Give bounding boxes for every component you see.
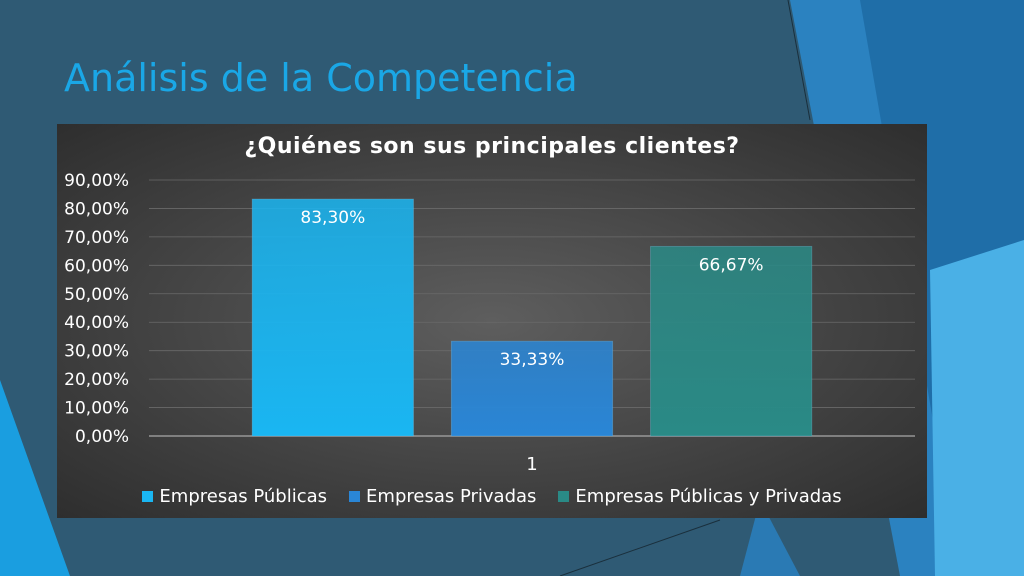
y-tick-label: 0,00%: [75, 427, 129, 447]
bars: [251, 198, 813, 437]
y-tick-label: 60,00%: [64, 256, 129, 276]
bar-value-label: 33,33%: [500, 350, 565, 370]
deco-shape-left: [0, 380, 70, 576]
x-axis-ticks: 1: [526, 454, 537, 475]
y-tick-label: 90,00%: [64, 171, 129, 191]
legend-item: Empresas Privadas: [349, 486, 536, 507]
bar-value-label: 66,67%: [699, 255, 764, 275]
legend-label: Empresas Privadas: [366, 486, 537, 507]
y-axis-ticks: 0,00% 10,00% 20,00% 30,00% 40,00% 50,00% 60,00…: [64, 171, 129, 447]
y-tick-label: 80,00%: [64, 199, 129, 219]
legend-label: Empresas Públicas y Privadas: [575, 486, 842, 507]
bar-1: [251, 198, 414, 437]
chart-container: ¿Quiénes son sus principales clientes? 0…: [57, 124, 927, 518]
y-tick-label: 30,00%: [64, 342, 129, 362]
bar-2: [450, 340, 614, 437]
legend-swatch: [142, 491, 154, 502]
y-tick-label: 40,00%: [64, 313, 129, 333]
y-tick-label: 50,00%: [64, 285, 129, 305]
deco-shape-bottom: [740, 500, 800, 576]
deco-line-top: [787, 0, 811, 121]
data-labels: 83,30% 33,33% 66,67%: [300, 208, 763, 370]
chart-title: ¿Quiénes son sus principales clientes?: [244, 134, 740, 159]
legend-swatch: [558, 491, 570, 502]
y-tick-label: 70,00%: [64, 228, 129, 248]
bar-chart: 0,00% 10,00% 20,00% 30,00% 40,00% 50,00% 60,00…: [64, 171, 915, 475]
deco-line-bottom: [559, 519, 721, 576]
legend-item: Empresas Públicas y Privadas: [558, 486, 842, 507]
slide-title: Análisis de la Competencia: [64, 56, 578, 100]
legend: Empresas Públicas Empresas Privadas Empres…: [57, 486, 927, 507]
legend-item: Empresas Públicas: [142, 486, 327, 507]
y-tick-label: 10,00%: [64, 399, 129, 419]
bar-value-label: 83,30%: [300, 208, 365, 228]
y-tick-label: 20,00%: [64, 370, 129, 390]
legend-swatch: [349, 491, 361, 502]
x-tick-label: 1: [526, 454, 537, 475]
legend-label: Empresas Públicas: [159, 486, 328, 507]
deco-shape-light: [930, 240, 1024, 576]
bar-3: [650, 245, 813, 437]
